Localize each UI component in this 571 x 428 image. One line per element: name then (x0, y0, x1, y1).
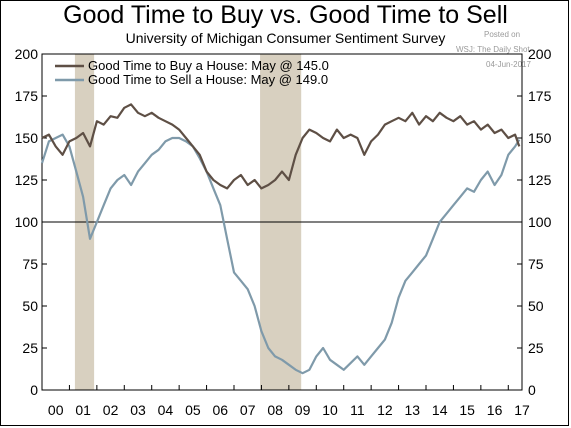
series-line-1 (40, 133, 521, 375)
x-tick-label-14: 14 (432, 402, 448, 418)
chart-title: Good Time to Buy vs. Good Time to Sell (63, 1, 508, 29)
y-tick-label-left-6: 150 (15, 130, 39, 146)
y-tick-label-right-1: 25 (528, 340, 544, 356)
y-tick-label-left-3: 75 (22, 256, 38, 272)
chart-subtitle: University of Michigan Consumer Sentimen… (125, 30, 446, 46)
x-tick-label-16: 16 (487, 402, 503, 418)
x-tick-label-5: 05 (185, 402, 201, 418)
legend-label-0: Good Time to Buy a House: May @ 145.0 (88, 58, 329, 73)
y-tick-label-left-4: 100 (15, 214, 39, 230)
watermark-line-3: 04-Jun-2017 (486, 60, 531, 69)
y-tick-label-left-1: 25 (22, 340, 38, 356)
y-tick-label-right-5: 125 (528, 172, 552, 188)
x-tick-label-17: 17 (514, 402, 530, 418)
y-tick-label-right-8: 200 (528, 46, 552, 62)
x-tick-label-1: 01 (75, 402, 91, 418)
x-tick-label-15: 15 (459, 402, 475, 418)
y-tick-label-right-6: 150 (528, 130, 552, 146)
x-tick-label-12: 12 (377, 402, 393, 418)
series-line-0 (41, 103, 521, 190)
x-tick-label-10: 10 (322, 402, 338, 418)
x-tick-label-2: 02 (103, 402, 119, 418)
y-tick-label-right-4: 100 (528, 214, 552, 230)
x-tick-label-4: 04 (158, 402, 174, 418)
x-tick-label-0: 00 (48, 402, 64, 418)
y-tick-label-left-0: 0 (30, 382, 38, 398)
y-tick-label-left-5: 125 (15, 172, 39, 188)
watermark-line-1: Posted on (484, 30, 521, 39)
x-tick-label-13: 13 (404, 402, 420, 418)
y-tick-label-left-2: 50 (22, 298, 38, 314)
y-tick-label-right-3: 75 (528, 256, 544, 272)
y-tick-label-left-8: 200 (15, 46, 39, 62)
x-tick-label-6: 06 (212, 402, 228, 418)
x-tick-label-7: 07 (240, 402, 256, 418)
watermark-line-2: WSJ: The Daily Shot (456, 45, 530, 54)
x-tick-label-9: 09 (295, 402, 311, 418)
x-tick-label-3: 03 (130, 402, 146, 418)
legend-label-1: Good Time to Sell a House: May @ 149.0 (88, 72, 328, 87)
x-tick-label-11: 11 (350, 402, 365, 418)
x-tick-label-8: 08 (267, 402, 283, 418)
y-tick-label-right-0: 0 (528, 382, 536, 398)
y-tick-label-left-7: 175 (15, 88, 39, 104)
y-tick-label-right-7: 175 (528, 88, 552, 104)
y-tick-label-right-2: 50 (528, 298, 544, 314)
